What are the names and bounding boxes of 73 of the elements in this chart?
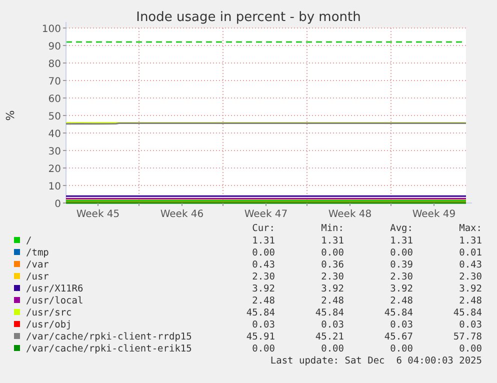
text: Max: (459, 223, 482, 234)
text: 0.00 (252, 248, 276, 258)
chart-title: Inode usage in percent - by month (136, 10, 361, 25)
legend-label: /usr/X11R6 (26, 284, 84, 294)
legend-label: /var/cache/rpki-client-erik15 (26, 344, 192, 354)
legend-label: /usr/local (26, 296, 84, 306)
text: 0.00 (252, 344, 276, 354)
text: 3.92 (252, 284, 275, 294)
text: 2.48 (459, 296, 482, 306)
text: 0.43 (459, 260, 482, 270)
text: 3.92 (390, 284, 413, 294)
text: 45.67 (384, 332, 413, 342)
text: 1.31 (390, 236, 414, 246)
text: 57.78 (453, 332, 482, 342)
text: 45.21 (315, 332, 344, 342)
text: 0.03 (390, 320, 413, 330)
text: 2.48 (390, 296, 414, 306)
y-tick-label: 60 (48, 94, 61, 105)
y-tick-label: 40 (48, 129, 61, 140)
text: 45.84 (453, 308, 482, 318)
text: 0.03 (321, 320, 344, 330)
legend-label: /var/cache/rpki-client-rrdp15 (26, 332, 192, 342)
y-tick-label: 100 (42, 24, 61, 35)
x-tick-label: Week 46 (160, 209, 204, 220)
text: 45.84 (315, 308, 344, 318)
text: 2.30 (252, 272, 276, 282)
text: Avg: (390, 223, 413, 234)
text: 2.30 (459, 272, 482, 282)
text: 0.03 (459, 320, 482, 330)
text: 0.00 (390, 344, 414, 354)
x-tick-label: Week 49 (412, 209, 456, 220)
text: 2.48 (321, 296, 344, 306)
text: 45.91 (246, 332, 276, 342)
text: Last update: Sat Dec 6 04:00:03 2025 (270, 356, 482, 366)
text: 1.31 (252, 236, 276, 246)
y-axis-title: % (4, 110, 17, 121)
y-tick-label: 0 (54, 199, 61, 210)
text: 0.43 (252, 260, 275, 270)
text: 0.01 (459, 248, 482, 258)
y-tick-label: 10 (48, 182, 61, 192)
legend-label: /usr (26, 272, 50, 282)
text: 45.84 (246, 308, 276, 318)
legend-label: /var (26, 260, 50, 270)
x-tick-label: Week 45 (76, 209, 120, 220)
text: Cur: (252, 223, 275, 234)
legend-label: /tmp (26, 248, 50, 258)
text: 0.00 (390, 248, 414, 258)
y-tick-label: 50 (48, 112, 61, 122)
text: 2.30 (321, 272, 344, 282)
text: 45.84 (384, 308, 414, 318)
y-tick-label: 80 (48, 59, 61, 70)
text: 1.31 (321, 236, 344, 246)
x-tick-label: Week 47 (244, 209, 288, 220)
text: 1.31 (459, 236, 482, 246)
text: 0.39 (390, 260, 414, 270)
text: 0.03 (252, 320, 275, 330)
text: 2.48 (252, 296, 276, 306)
text: Min: (321, 223, 344, 234)
text: 3.92 (321, 284, 344, 294)
text: 2.30 (390, 272, 414, 282)
legend-label: /usr/src (26, 308, 72, 318)
y-tick-label: 20 (48, 164, 61, 175)
legend-label: /usr/obj (26, 320, 72, 330)
text: 0.00 (321, 248, 344, 258)
x-tick-label: Week 48 (328, 209, 372, 220)
y-tick-label: 70 (48, 76, 61, 88)
text: 0.00 (321, 344, 344, 354)
text: 0.00 (459, 344, 482, 354)
text: 3.92 (459, 284, 482, 294)
y-tick-label: 90 (48, 42, 61, 52)
legend-label: / (26, 236, 32, 246)
text: 0.36 (321, 260, 344, 270)
y-tick-label: 30 (48, 146, 61, 158)
